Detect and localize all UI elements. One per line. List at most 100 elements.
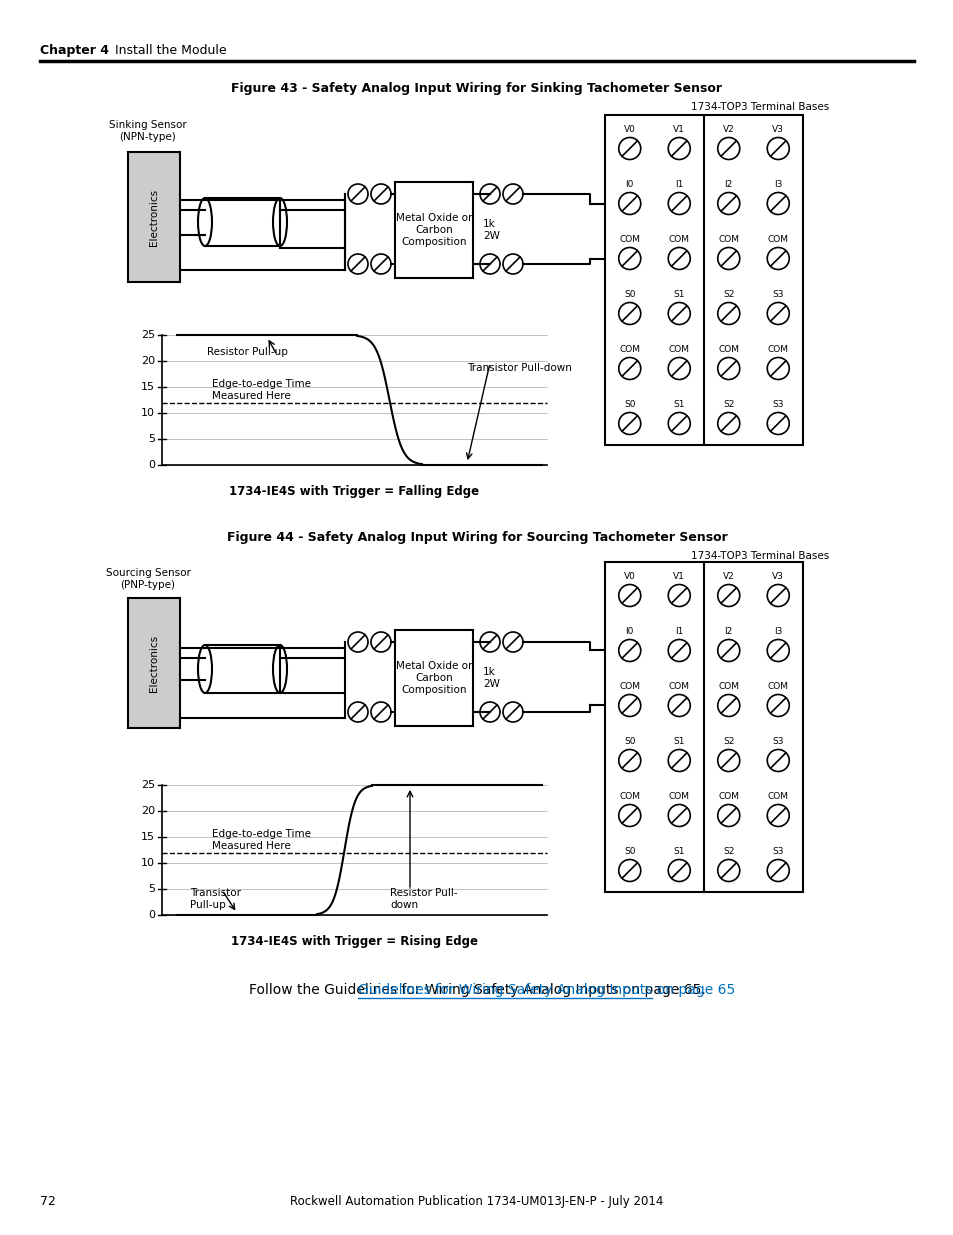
Bar [604,562,802,892]
Circle shape [766,303,788,325]
Text: S3: S3 [772,400,783,409]
Text: Figure 44 - Safety Analog Input Wiring for Sourcing Tachometer Sensor: Figure 44 - Safety Analog Input Wiring f… [227,531,726,545]
Text: S0: S0 [623,400,635,409]
Circle shape [717,193,739,215]
Circle shape [667,804,690,826]
Text: V3: V3 [772,125,783,135]
Bar [205,645,280,693]
Text: 15: 15 [141,382,154,391]
Text: 1k
2W: 1k 2W [482,667,499,689]
Circle shape [667,584,690,606]
Circle shape [618,303,640,325]
Circle shape [348,701,368,722]
Bar [205,198,280,246]
Text: COM: COM [668,682,689,692]
Circle shape [371,184,391,204]
Text: 5: 5 [148,433,154,445]
Text: Guidelines for Wiring Safety Analog Inputs on page 65: Guidelines for Wiring Safety Analog Inpu… [357,983,734,997]
Circle shape [766,750,788,772]
Circle shape [717,750,739,772]
Text: S1: S1 [673,400,684,409]
Ellipse shape [198,198,212,246]
Circle shape [766,584,788,606]
Circle shape [618,860,640,882]
Text: 5: 5 [148,884,154,894]
Bar [395,182,473,278]
Text: 1734-IE4S with Trigger = Falling Edge: 1734-IE4S with Trigger = Falling Edge [230,485,479,498]
Text: 1k
2W: 1k 2W [482,219,499,241]
Text: V1: V1 [673,125,684,135]
Text: 20: 20 [141,806,154,816]
Circle shape [618,750,640,772]
Circle shape [667,137,690,159]
Circle shape [618,137,640,159]
Text: V3: V3 [772,572,783,580]
Text: Resistor Pull-up: Resistor Pull-up [207,347,288,357]
Text: Edge-to-edge Time
Measured Here: Edge-to-edge Time Measured Here [212,379,311,400]
Circle shape [717,860,739,882]
Ellipse shape [198,645,212,693]
Text: 1734-TOP3 Terminal Bases: 1734-TOP3 Terminal Bases [690,103,828,112]
Text: I1: I1 [675,180,682,189]
Circle shape [667,750,690,772]
Circle shape [618,804,640,826]
Circle shape [667,357,690,379]
Circle shape [618,357,640,379]
Text: Follow the Guidelines for Wiring Safety Analog Inputs on page 65.: Follow the Guidelines for Wiring Safety … [249,983,704,997]
Text: S0: S0 [623,737,635,746]
Circle shape [766,804,788,826]
Text: V2: V2 [722,572,734,580]
Circle shape [667,303,690,325]
Text: COM: COM [668,345,689,354]
Text: Chapter 4: Chapter 4 [40,43,109,57]
Circle shape [502,254,522,274]
Text: S0: S0 [623,290,635,299]
Text: Resistor Pull-
down: Resistor Pull- down [390,888,457,910]
Bar [128,598,180,727]
Text: Transistor
Pull-up: Transistor Pull-up [190,888,241,910]
Circle shape [766,860,788,882]
Text: 0: 0 [148,910,154,920]
Text: COM: COM [718,345,739,354]
Circle shape [766,640,788,662]
Text: COM: COM [718,235,739,245]
Circle shape [667,860,690,882]
Text: COM: COM [668,792,689,802]
Circle shape [717,804,739,826]
Circle shape [717,303,739,325]
Text: COM: COM [767,792,788,802]
Text: Rockwell Automation Publication 1734-UM013J-EN-P - July 2014: Rockwell Automation Publication 1734-UM0… [290,1195,663,1209]
Text: S2: S2 [722,847,734,856]
Text: 1734-TOP3 Terminal Bases: 1734-TOP3 Terminal Bases [690,551,828,561]
Circle shape [618,694,640,716]
Text: 0: 0 [148,459,154,471]
Text: COM: COM [618,792,639,802]
Text: S3: S3 [772,737,783,746]
Circle shape [479,632,499,652]
Circle shape [717,584,739,606]
Circle shape [618,412,640,435]
Circle shape [618,640,640,662]
Circle shape [348,184,368,204]
Circle shape [479,254,499,274]
Text: Sourcing Sensor
(PNP-type): Sourcing Sensor (PNP-type) [106,568,191,589]
Text: 25: 25 [141,330,154,340]
Circle shape [618,584,640,606]
Text: 15: 15 [141,832,154,842]
Text: Metal Oxide or
Carbon
Composition: Metal Oxide or Carbon Composition [395,214,472,247]
Text: Figure 43 - Safety Analog Input Wiring for Sinking Tachometer Sensor: Figure 43 - Safety Analog Input Wiring f… [232,82,721,95]
Circle shape [348,254,368,274]
Text: 72: 72 [40,1195,56,1209]
Bar [128,152,180,282]
Text: I2: I2 [724,180,732,189]
Text: S3: S3 [772,290,783,299]
Circle shape [717,694,739,716]
Circle shape [371,632,391,652]
Text: I3: I3 [773,627,781,636]
Bar [395,630,473,726]
Text: V1: V1 [673,572,684,580]
Circle shape [348,632,368,652]
Text: COM: COM [618,345,639,354]
Text: COM: COM [767,345,788,354]
Circle shape [766,357,788,379]
